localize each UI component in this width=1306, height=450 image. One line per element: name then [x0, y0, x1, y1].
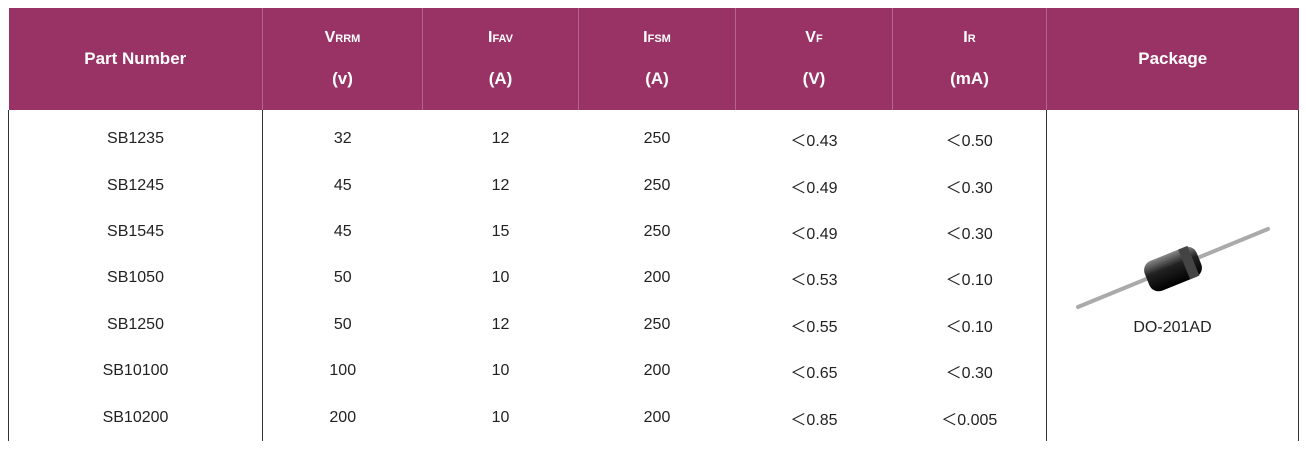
table-cell: 15: [423, 209, 579, 255]
table-cell: 12: [423, 302, 579, 348]
header-cell: VRRM (v): [263, 8, 423, 110]
header-unit: (A): [645, 69, 669, 88]
header-cell: Package: [1047, 8, 1299, 110]
header-unit: (V): [803, 69, 826, 88]
package-label: DO-201AD: [1047, 319, 1298, 337]
table-cell: ＜0.005: [893, 394, 1047, 440]
package-cell: DO-201AD: [1047, 110, 1299, 441]
header-cell: IR (mA): [893, 8, 1047, 110]
table-cell: 100: [263, 348, 423, 394]
table-cell: ＜0.30: [893, 162, 1047, 208]
table-cell: SB1250: [9, 302, 263, 348]
table-cell: SB10200: [9, 394, 263, 440]
table-cell: 250: [579, 302, 736, 348]
header-cell: VF (V): [736, 8, 893, 110]
table-cell: 200: [579, 255, 736, 301]
table-cell: SB10100: [9, 348, 263, 394]
subscript: RRM: [335, 33, 360, 45]
header-unit: (v): [332, 69, 353, 88]
header-unit: (mA): [950, 69, 989, 88]
symbol: V: [325, 29, 336, 46]
header-symbol: IFSM: [579, 29, 735, 47]
header-cell: IFAV (A): [423, 8, 579, 110]
subscript: FSM: [648, 33, 671, 45]
table-cell: ＜0.10: [893, 302, 1047, 348]
table-cell: ＜0.53: [736, 255, 893, 301]
table-cell: 12: [423, 162, 579, 208]
header-label: Package: [1138, 49, 1207, 68]
header-symbol: IR: [893, 29, 1046, 47]
table-cell: ＜0.30: [893, 209, 1047, 255]
table-cell: 10: [423, 255, 579, 301]
table-cell: SB1545: [9, 209, 263, 255]
table-cell: 10: [423, 348, 579, 394]
symbol: V: [805, 29, 816, 46]
table-cell: 200: [579, 394, 736, 440]
table-cell: SB1050: [9, 255, 263, 301]
header-cell: IFSM (A): [579, 8, 736, 110]
table-cell: SB1235: [9, 110, 263, 162]
header-symbol: IFAV: [423, 29, 578, 47]
table-cell: 200: [263, 394, 423, 440]
subscript: F: [816, 33, 823, 45]
table-cell: 250: [579, 209, 736, 255]
table-cell: 250: [579, 110, 736, 162]
table-cell: ＜0.43: [736, 110, 893, 162]
table-cell: ＜0.50: [893, 110, 1047, 162]
table-cell: ＜0.55: [736, 302, 893, 348]
table-cell: 45: [263, 162, 423, 208]
table-cell: 12: [423, 110, 579, 162]
header-symbol: VRRM: [263, 29, 422, 47]
subscript: FAV: [492, 33, 513, 45]
table-cell: 32: [263, 110, 423, 162]
table-cell: 45: [263, 209, 423, 255]
table-cell: ＜0.10: [893, 255, 1047, 301]
table-cell: 10: [423, 394, 579, 440]
header-symbol: VF: [736, 29, 892, 47]
table-cell: ＜0.65: [736, 348, 893, 394]
table-cell: ＜0.49: [736, 162, 893, 208]
table-cell: ＜0.85: [736, 394, 893, 440]
table-cell: SB1245: [9, 162, 263, 208]
diode-image: [1073, 219, 1273, 319]
header-label: Part Number: [84, 49, 186, 68]
table-cell: ＜0.30: [893, 348, 1047, 394]
table-cell: 50: [263, 255, 423, 301]
header-cell: Part Number: [9, 8, 263, 110]
table-cell: 200: [579, 348, 736, 394]
header-unit: (A): [489, 69, 513, 88]
table-cell: 50: [263, 302, 423, 348]
table-cell: 250: [579, 162, 736, 208]
page: Part NumberVRRM(v)IFAV(A)IFSM(A)VF(V)IR(…: [0, 0, 1306, 450]
subscript: R: [968, 33, 976, 45]
table-cell: ＜0.49: [736, 209, 893, 255]
